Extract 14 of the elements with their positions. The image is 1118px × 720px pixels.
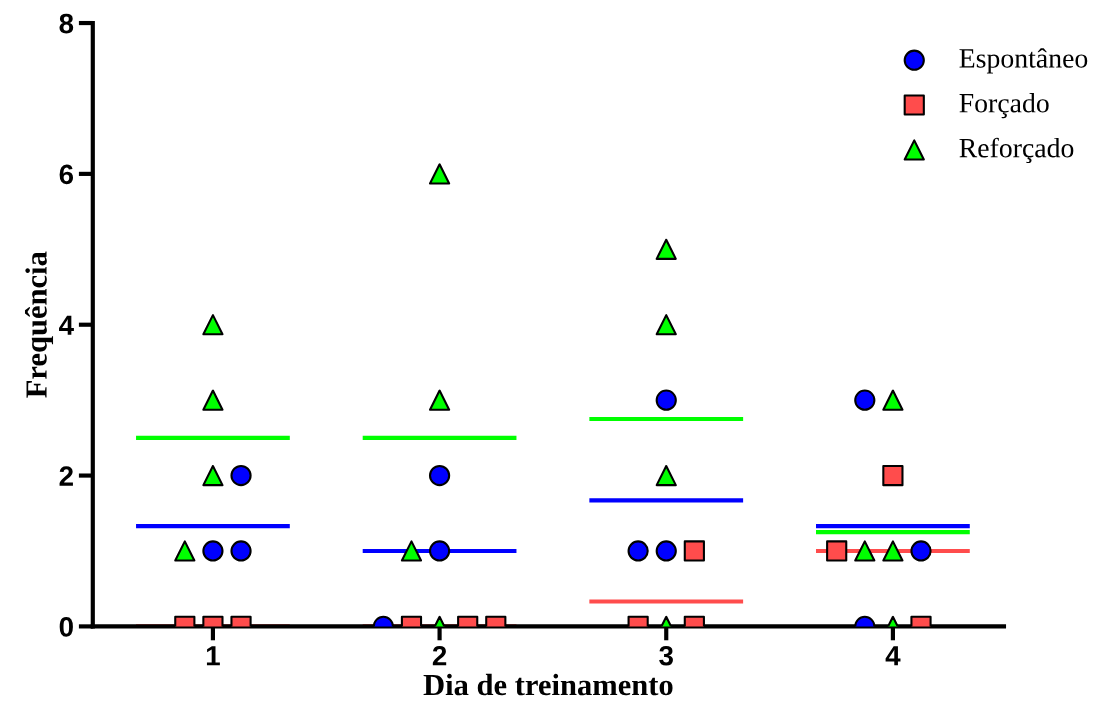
legend-label: Espontâneo bbox=[959, 48, 1088, 74]
y-axis-title: Frequência bbox=[24, 251, 54, 398]
x-tick-label: 3 bbox=[659, 645, 673, 666]
y-tick-label: 6 bbox=[59, 164, 74, 185]
y-tick-label: 4 bbox=[59, 315, 74, 335]
legend-label: Forçado bbox=[959, 93, 1049, 119]
y-tick-label: 2 bbox=[59, 466, 73, 486]
x-tick-label: 1 bbox=[206, 646, 220, 666]
x-tick-label: 4 bbox=[885, 646, 901, 666]
x-tick-label: 2 bbox=[432, 645, 447, 666]
y-tick-label: 0 bbox=[59, 617, 73, 637]
legend-label: Reforçado bbox=[959, 137, 1074, 164]
x-axis-title: Dia de treinamento bbox=[423, 673, 673, 696]
y-tick-label: 8 bbox=[59, 13, 74, 34]
